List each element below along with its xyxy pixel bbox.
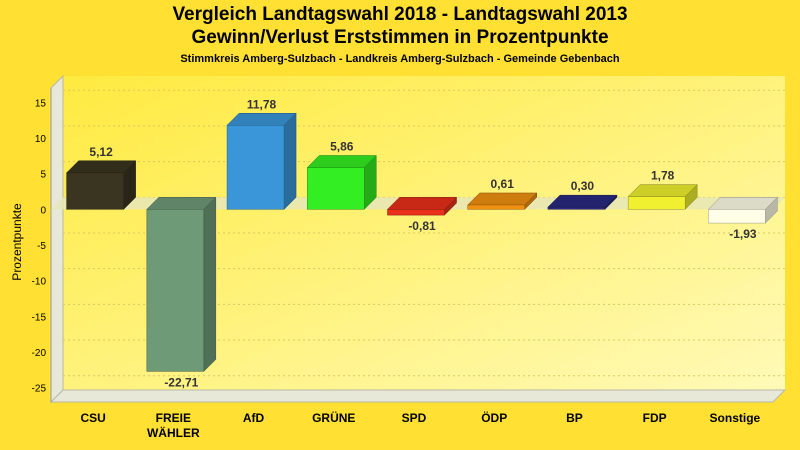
bar-side: [203, 196, 217, 372]
data-label: 1,78: [651, 169, 675, 183]
bar-front: [467, 204, 525, 210]
bar-top: [226, 113, 297, 126]
chart-subtitle: Gewinn/Verlust Erststimmen in Prozentpun…: [191, 27, 609, 48]
data-label: 5,86: [330, 139, 354, 153]
data-label: 11,78: [247, 97, 277, 111]
y-tick-label: 5: [40, 170, 46, 181]
bar-top: [386, 197, 458, 210]
y-tick-label: 0: [40, 205, 46, 216]
bar-front: [387, 209, 445, 216]
bar-top: [547, 194, 618, 208]
bar-freie-wähler: [146, 196, 217, 372]
bar-csu: [66, 160, 137, 210]
x-tick-label: FDP: [643, 411, 667, 425]
x-tick-label: WÄHLER: [147, 425, 200, 440]
bar-front: [307, 167, 365, 210]
x-tick-label: FREIE: [156, 411, 191, 425]
bar-front: [708, 209, 766, 224]
x-tick-label: AfD: [243, 411, 265, 425]
bar-front: [627, 196, 686, 210]
bar-top: [66, 160, 137, 174]
data-label: 5,12: [89, 145, 113, 159]
bar-front: [146, 209, 205, 372]
bar-side: [283, 112, 297, 210]
bar-front: [226, 125, 285, 210]
bar-grüne: [306, 154, 377, 210]
x-tick-label: ÖDP: [481, 410, 507, 425]
y-tick-label: -5: [37, 241, 46, 252]
x-tick-label: CSU: [80, 411, 105, 425]
bar-top: [467, 192, 538, 206]
y-axis-title: Prozentpunkte: [10, 203, 24, 281]
x-tick-label: BP: [566, 411, 583, 425]
x-tick-label: SPD: [402, 411, 427, 425]
bar-afd: [226, 112, 297, 210]
y-tick-label: -10: [32, 277, 47, 288]
bar-bp: [547, 194, 618, 210]
y-tick-label: 15: [35, 98, 47, 109]
x-tick-label: GRÜNE: [312, 410, 355, 425]
bar-sonstige: [707, 196, 778, 224]
y-tick-label: -25: [32, 384, 47, 395]
y-tick-label: -20: [32, 348, 47, 359]
bar-top: [306, 155, 377, 168]
data-label: -0,81: [408, 219, 436, 233]
bar-front: [547, 206, 606, 210]
data-label: -1,93: [729, 227, 757, 241]
y-tick-label: 10: [35, 134, 47, 145]
bar-ödp: [467, 192, 538, 210]
data-label: 0,61: [491, 177, 515, 191]
data-label: -22,71: [164, 375, 198, 389]
x-tick-label: Sonstige: [710, 411, 761, 425]
chart-caption: Stimmkreis Amberg-Sulzbach - Landkreis A…: [180, 53, 620, 65]
y-tick-label: -15: [32, 312, 47, 323]
bar-top: [627, 184, 698, 197]
bar-top: [707, 197, 778, 210]
plot-floor: [49, 389, 787, 403]
data-label: 0,30: [571, 179, 595, 193]
bar-fdp: [627, 184, 698, 210]
bar-front: [66, 172, 124, 210]
plot-left-wall: [50, 74, 64, 404]
bar-top: [146, 197, 217, 210]
bar-spd: [386, 196, 458, 216]
chart-title: Vergleich Landtagswahl 2018 - Landtagswa…: [172, 4, 628, 25]
